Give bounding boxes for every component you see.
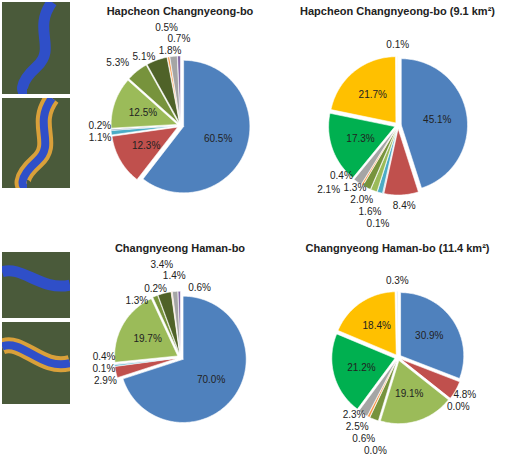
svg-text:0.1%: 0.1% (386, 39, 409, 50)
svg-text:0.0%: 0.0% (364, 445, 387, 456)
svg-text:5.3%: 5.3% (106, 57, 129, 68)
svg-text:0.4%: 0.4% (330, 170, 353, 181)
svg-text:45.1%: 45.1% (423, 114, 451, 125)
svg-text:0.4%: 0.4% (93, 351, 116, 362)
svg-text:30.9%: 30.9% (415, 330, 443, 341)
svg-text:1.8%: 1.8% (159, 45, 182, 56)
svg-text:0.2%: 0.2% (88, 120, 111, 131)
svg-text:2.9%: 2.9% (94, 375, 117, 386)
svg-text:1.4%: 1.4% (163, 270, 186, 281)
svg-text:2.5%: 2.5% (346, 421, 369, 432)
svg-text:3.4%: 3.4% (150, 259, 173, 270)
svg-text:1.6%: 1.6% (359, 206, 382, 217)
svg-text:2.0%: 2.0% (350, 194, 373, 205)
svg-text:17.3%: 17.3% (346, 133, 374, 144)
svg-text:0.5%: 0.5% (155, 22, 178, 33)
svg-text:1.1%: 1.1% (89, 132, 112, 143)
html-text:Changnyeong Haman-bo: Changnyeong Haman-bo (114, 242, 246, 254)
svg-text:0.2%: 0.2% (144, 283, 167, 294)
svg-text:60.5%: 60.5% (204, 133, 232, 144)
svg-text:4.8%: 4.8% (453, 389, 476, 400)
svg-text:0.3%: 0.3% (386, 275, 409, 286)
html-text:Hapcheon Changnyeong-bo: Hapcheon Changnyeong-bo (106, 5, 254, 17)
svg-text:12.5%: 12.5% (129, 107, 157, 118)
svg-text:2.1%: 2.1% (317, 184, 340, 195)
svg-text:8.4%: 8.4% (393, 200, 416, 211)
svg-text:0.6%: 0.6% (188, 282, 211, 293)
svg-text:2.3%: 2.3% (343, 409, 366, 420)
svg-text:18.4%: 18.4% (363, 320, 391, 331)
svg-text:12.3%: 12.3% (132, 140, 160, 151)
svg-text:0.1%: 0.1% (367, 218, 390, 229)
html-text:Changnyeong Haman-bo (11.4 km²: Changnyeong Haman-bo (11.4 km²) (305, 242, 490, 254)
svg-text:70.0%: 70.0% (197, 374, 225, 385)
svg-text:0.1%: 0.1% (93, 363, 116, 374)
svg-text:19.7%: 19.7% (133, 333, 161, 344)
svg-text:0.0%: 0.0% (447, 401, 470, 412)
html-text:Hapcheon Changnyeong-bo (9.1 k: Hapcheon Changnyeong-bo (9.1 km²) (300, 5, 495, 17)
svg-text:0.7%: 0.7% (168, 33, 191, 44)
svg-text:21.2%: 21.2% (347, 362, 375, 373)
svg-text:1.3%: 1.3% (343, 182, 366, 193)
svg-text:1.3%: 1.3% (125, 295, 148, 306)
svg-text:21.7%: 21.7% (359, 89, 387, 100)
svg-text:0.6%: 0.6% (352, 433, 375, 444)
svg-text:19.1%: 19.1% (395, 388, 423, 399)
svg-text:5.1%: 5.1% (133, 51, 156, 62)
